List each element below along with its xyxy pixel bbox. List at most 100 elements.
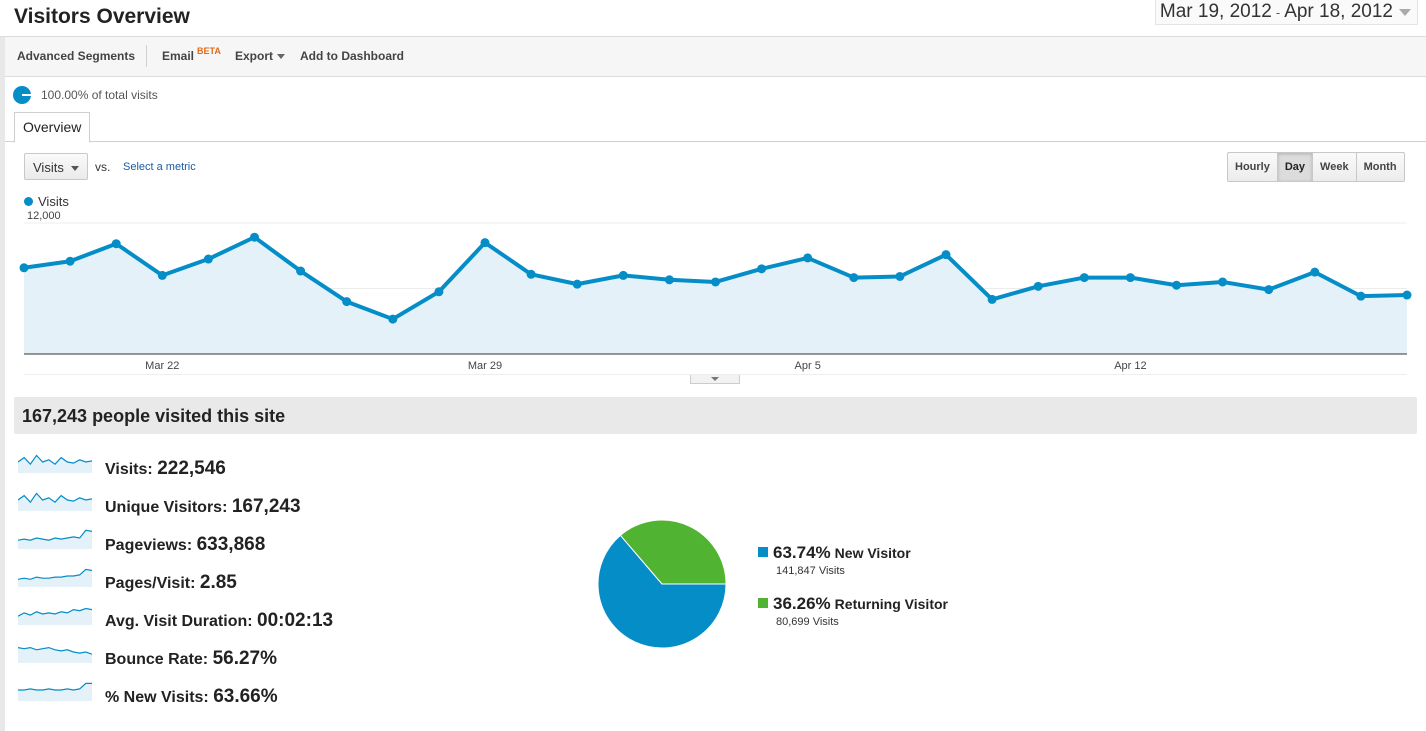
returning-visitor-slice[interactable] [619,519,727,585]
sparkline [18,568,92,580]
select-metric-link[interactable]: Select a metric [123,161,196,173]
data-point [664,275,674,285]
sparkline-area [18,569,92,587]
metric-label: Visits: 222,546 [105,458,226,479]
data-point [849,273,859,283]
data-point [296,266,306,276]
summary-bar: 167,243 people visited this site [14,397,1417,434]
chevron-down-icon[interactable] [1399,9,1411,16]
add-to-dashboard-button[interactable]: Add to Dashboard [300,49,404,63]
sparkline-area [18,493,92,511]
x-tick-label: Mar 22 [145,360,179,372]
data-point [711,277,720,287]
y-tick-label: 12,000 [27,210,61,222]
x-tick-label: Mar 29 [468,360,502,372]
toolbar-divider [146,45,147,67]
sparkline-icon [18,607,92,625]
x-tick-label: Apr 12 [1114,360,1146,372]
sparkline [18,607,92,617]
metric-dropdown[interactable]: Visits [24,153,88,180]
data-point [1125,273,1135,283]
date-range-picker[interactable]: Mar 19, 2012- Apr 18, 2012 [1154,0,1418,25]
date-end: Apr 18, 2012 [1284,1,1393,22]
data-point [1264,285,1274,295]
new-visitor-slice[interactable] [597,534,727,649]
visitor-type-pie-chart [597,519,727,649]
metric-value: 63.66% [213,686,278,707]
month-button[interactable]: Month [1363,161,1397,173]
data-point [65,256,75,266]
email-label: Email [162,49,195,63]
segment-pie-icon [13,86,31,104]
data-point [941,250,951,260]
data-point [1218,277,1228,287]
metric-label: Avg. Visit Duration: 00:02:13 [105,610,334,631]
data-point [1310,267,1320,277]
visits-area [24,237,1407,354]
segment-text: 100.00% of total visits [41,88,158,102]
export-button[interactable]: Export [235,49,286,63]
export-label: Export [235,49,274,63]
legend-label: Visits [38,194,69,209]
data-point [203,254,213,264]
returning-visitor-swatch [758,598,768,608]
page-title: Visitors Overview [14,5,190,28]
beta-badge: BETA [197,46,221,56]
data-point [618,270,628,280]
data-point [19,263,29,273]
week-button[interactable]: Week [1313,153,1357,181]
x-tick-label: Apr 5 [795,360,821,372]
sparkline [18,454,92,466]
sparkline-icon [18,646,92,663]
sparkline-icon [18,682,92,701]
data-point [1033,281,1043,291]
data-point [342,297,352,307]
legend-dot-icon [24,197,33,207]
tabs-divider [5,141,1426,142]
tab-overview[interactable]: Overview [14,112,91,143]
toolbar: Advanced Segments Email BETA Export Add t… [5,37,1426,77]
data-point [1079,273,1089,283]
data-point [1402,290,1412,300]
new-visitor-visits: 141,847 Visits [776,565,845,577]
data-point [111,239,121,249]
sparkline-area [18,608,92,625]
metric-value: 167,243 [231,496,301,517]
data-point [572,279,582,289]
data-point [803,253,813,263]
email-button[interactable]: Email BETA [162,46,221,63]
hourly-button[interactable]: Hourly [1228,153,1278,181]
data-point [1172,280,1181,290]
chart-resize-handle[interactable] [690,375,740,384]
data-point [1356,291,1366,301]
granularity-toggle: Hourly Day Week Month [1227,152,1405,182]
sparkline-area [18,683,92,701]
chart-legend: Visits [24,194,69,209]
sparkline-area [18,530,92,549]
returning-visitor-visits: 80,699 Visits [776,616,839,628]
sparkline-icon [18,568,92,587]
metric-label: Pages/Visit: 2.85 [105,572,237,593]
metric-label: % New Visits: 63.66% [105,686,278,707]
sparkline [18,492,92,504]
vs-label: vs. [95,160,111,174]
new-visitor-swatch [758,547,768,557]
data-point [480,238,490,248]
header: Visitors Overview Mar 19, 2012- Apr 18, 2… [0,0,1426,37]
data-point [250,232,259,242]
sparkline-icon [18,492,92,511]
advanced-segments-button[interactable]: Advanced Segments [17,49,136,63]
metric-value: 2.85 [199,572,237,593]
data-point [526,269,536,279]
sparkline-icon [18,529,92,549]
data-point [987,294,997,304]
data-point [157,270,167,280]
day-button[interactable]: Day [1277,153,1314,181]
new-visitor-label: 63.74% New Visitor [773,543,911,562]
sparkline [18,682,92,691]
data-point [757,264,767,274]
sparkline-area [18,455,92,473]
data-point [388,314,398,324]
returning-visitor-label: 36.26% Returning Visitor [773,594,948,613]
